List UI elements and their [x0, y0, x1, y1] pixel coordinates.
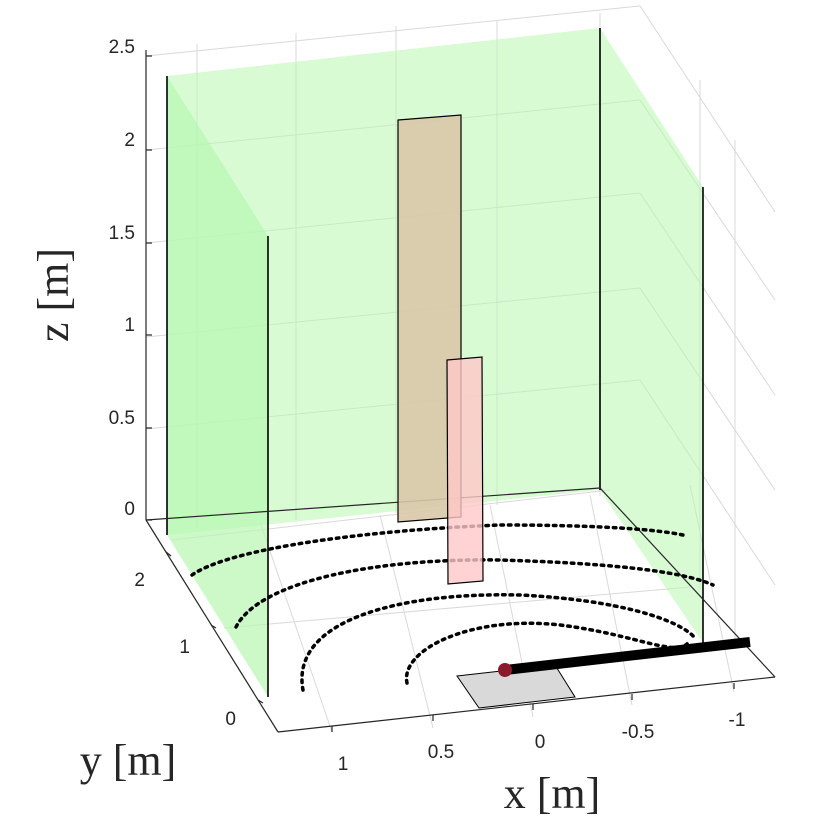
z-tick-labels: 0 0.5 1 1.5 2 2.5: [109, 37, 135, 520]
y-tick-label: 2: [134, 570, 145, 591]
x-tick-label: 1: [338, 754, 349, 775]
z-tick-label: 2: [124, 130, 135, 151]
z-tick-label: 0.5: [109, 408, 135, 429]
robot-joint: [498, 663, 512, 677]
x-tick-label: -0.5: [622, 722, 655, 743]
x-tick-label: 0.5: [428, 742, 454, 763]
y-tick-label: 1: [179, 637, 190, 658]
arc-3: [234, 558, 715, 629]
back-wall-panel: [167, 28, 600, 535]
x-tick-labels: 1 0.5 0 -0.5 -1: [338, 710, 746, 775]
right-wall-panel: [600, 28, 703, 643]
z-tick-label: 0: [124, 499, 135, 520]
z-axis-label: z [m]: [29, 248, 78, 342]
y-tick-labels: 0 1 2: [134, 570, 236, 730]
left-wall-panel: [167, 76, 268, 697]
floor-back-edge: [145, 487, 601, 521]
tick-marks: [146, 55, 735, 732]
x-axis-label: x [m]: [504, 769, 601, 818]
z-tick-label: 2.5: [109, 37, 135, 58]
x-tick-label: -1: [729, 710, 746, 731]
arc-2: [300, 593, 697, 692]
x-tick-label: 0: [535, 732, 546, 753]
pink-panel: [446, 356, 484, 585]
z-tick-label: 1.5: [109, 223, 135, 244]
y-axis-label: y [m]: [80, 736, 177, 785]
robot-link: [504, 637, 751, 675]
z-tick-label: 1: [124, 315, 135, 336]
x-axis-line: [277, 676, 776, 733]
y-tick-label: 0: [225, 709, 236, 730]
safety-walls: [166, 28, 704, 697]
